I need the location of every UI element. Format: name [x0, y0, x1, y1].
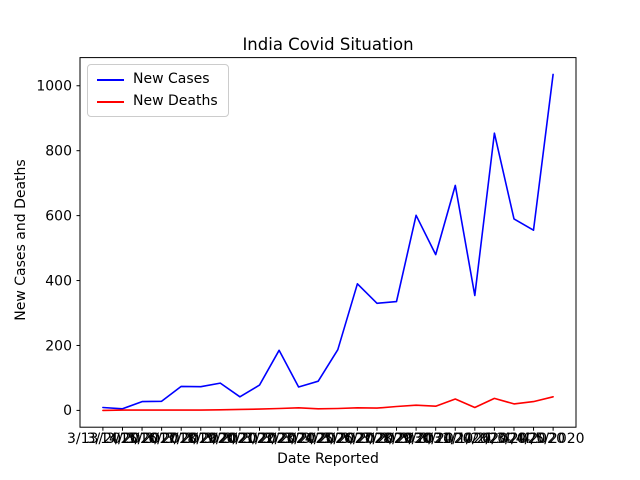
- y-tick-label: 200: [45, 338, 72, 354]
- x-tick-label: 3/24/2020: [282, 431, 354, 447]
- new-cases-line: [102, 73, 554, 410]
- y-tick-label: 800: [45, 143, 72, 159]
- new-deaths-legend-swatch: [97, 100, 124, 103]
- x-tick-label: 4/5/2020: [522, 431, 585, 447]
- x-tick-label: 3/30/2020: [400, 431, 472, 447]
- x-tick-label: 3/28/2020: [361, 431, 433, 447]
- y-axis-label: New Cases and Deaths: [13, 159, 29, 321]
- x-tick-label: 3/31/2020: [419, 431, 491, 447]
- x-tick-label: 3/20/2020: [204, 431, 276, 447]
- y-tick-label: 0: [63, 403, 72, 419]
- new-deaths-line: [102, 395, 554, 412]
- legend-label-new-deaths: New Deaths: [133, 93, 218, 109]
- x-tick-label: 4/3/2020: [483, 431, 546, 447]
- x-tick-label: 3/29/2020: [380, 431, 452, 447]
- x-tick-label: 3/19/2020: [184, 431, 256, 447]
- x-tick-label: 3/13/2020: [67, 431, 139, 447]
- legend-item-new-deaths: New Deaths: [97, 94, 218, 109]
- x-axis-label: Date Reported: [277, 451, 379, 467]
- x-tick-label: 3/15/2020: [106, 431, 178, 447]
- legend: New Cases New Deaths: [87, 64, 229, 117]
- x-tick-label: 3/18/2020: [165, 431, 237, 447]
- y-tick-label: 1000: [36, 79, 72, 95]
- x-tick-label: 4/1/2020: [443, 431, 506, 447]
- y-tick-label: 400: [45, 273, 72, 289]
- x-tick-label: 3/26/2020: [321, 431, 393, 447]
- x-tick-label: 3/25/2020: [302, 431, 374, 447]
- legend-item-new-cases: New Cases: [97, 72, 218, 87]
- x-tick-label: 3/27/2020: [341, 431, 413, 447]
- x-tick-label: 4/2/2020: [463, 431, 526, 447]
- x-tick-label: 3/23/2020: [263, 431, 335, 447]
- x-tick-label: 3/16/2020: [126, 431, 198, 447]
- x-tick-label: 3/21/2020: [224, 431, 296, 447]
- x-tick-label: 3/14/2020: [87, 431, 159, 447]
- legend-label-new-cases: New Cases: [133, 71, 210, 87]
- y-tick-label: 600: [45, 208, 72, 224]
- x-tick-label: 3/17/2020: [145, 431, 217, 447]
- x-tick-label: 4/4/2020: [502, 431, 565, 447]
- x-tick-label: 3/22/2020: [243, 431, 315, 447]
- axes-frame: [79, 57, 577, 428]
- new-cases-legend-swatch: [97, 78, 124, 81]
- chart-title: India Covid Situation: [242, 35, 414, 54]
